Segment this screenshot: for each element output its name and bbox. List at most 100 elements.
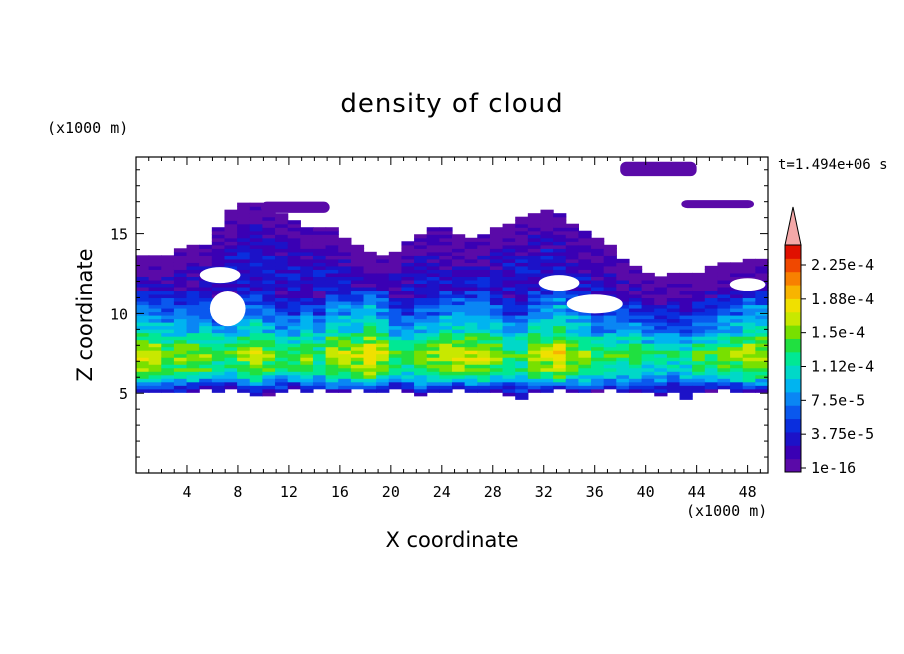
density-cell <box>249 385 263 390</box>
density-cell <box>527 381 542 386</box>
density-cell <box>565 339 579 344</box>
density-cell <box>603 315 617 320</box>
density-cell <box>489 297 504 302</box>
density-cell <box>249 336 263 341</box>
density-cell <box>287 322 301 327</box>
density-cell <box>540 234 554 239</box>
density-cell <box>186 325 200 330</box>
density-cell <box>666 283 681 288</box>
density-cell <box>237 276 251 281</box>
density-cell <box>439 251 453 256</box>
density-cell <box>363 272 377 277</box>
density-cell <box>237 381 251 386</box>
density-cell <box>502 227 516 232</box>
density-cell <box>350 346 365 351</box>
density-cell <box>173 381 188 386</box>
density-cell <box>439 371 453 376</box>
density-cell <box>363 385 377 390</box>
density-cell <box>249 213 263 218</box>
density-cell <box>199 297 213 302</box>
density-cell <box>148 322 162 327</box>
density-cell <box>414 336 428 341</box>
density-cell <box>173 385 188 390</box>
density-cell <box>755 332 769 337</box>
density-cell <box>148 293 162 299</box>
density-cell <box>515 265 529 270</box>
density-cell <box>628 332 643 337</box>
density-cell <box>540 336 554 341</box>
density-cell <box>692 276 706 281</box>
density-cell <box>704 276 719 281</box>
density-cell <box>527 374 542 379</box>
density-cell <box>414 357 428 362</box>
density-cell <box>388 286 403 292</box>
density-cell <box>527 318 542 323</box>
density-cell <box>262 332 276 337</box>
density-cell <box>224 227 238 232</box>
density-cell <box>426 269 440 274</box>
density-cell <box>515 223 529 228</box>
density-cell <box>275 283 289 288</box>
density-cell <box>730 265 744 270</box>
density-cell <box>199 343 213 348</box>
density-cell <box>363 388 377 393</box>
density-cell <box>489 248 504 253</box>
density-cell <box>578 367 592 372</box>
colorbar-swatch <box>785 365 801 380</box>
density-cell <box>717 374 731 379</box>
density-cell <box>692 381 706 386</box>
density-cell <box>262 262 276 267</box>
density-cell <box>136 276 150 281</box>
density-cell <box>376 336 390 341</box>
density-cell <box>628 318 643 323</box>
density-cell <box>414 262 428 267</box>
density-cell <box>730 332 744 337</box>
density-cell <box>300 343 314 348</box>
density-cell <box>628 283 643 288</box>
density-cell <box>704 381 719 386</box>
density-cell <box>249 325 263 330</box>
density-cell <box>755 276 769 281</box>
density-cell <box>742 350 756 355</box>
density-cell <box>350 248 365 253</box>
density-cell <box>224 350 238 355</box>
density-cell <box>464 258 478 263</box>
density-cell <box>401 325 415 330</box>
density-cell <box>603 360 617 365</box>
density-cell <box>578 265 592 270</box>
density-cell <box>527 293 542 299</box>
density-cell <box>452 325 466 330</box>
density-cell <box>275 220 289 225</box>
density-cell <box>224 346 238 351</box>
x-tick-label: 8 <box>233 483 242 501</box>
density-cell <box>704 265 719 270</box>
density-cell <box>312 325 327 330</box>
density-cell <box>401 360 415 365</box>
density-cell <box>452 244 466 249</box>
density-cell <box>426 322 440 327</box>
density-cell <box>237 297 251 302</box>
density-cell <box>275 339 289 344</box>
density-cell <box>692 371 706 376</box>
density-cell <box>136 339 150 344</box>
density-cell <box>439 343 453 348</box>
density-cell <box>477 248 491 253</box>
density-cell <box>173 329 188 334</box>
density-cell <box>376 385 390 390</box>
density-cell <box>439 248 453 253</box>
density-cell <box>477 258 491 263</box>
density-cell <box>275 276 289 281</box>
density-cell <box>199 371 213 376</box>
density-cell <box>325 262 339 267</box>
density-cell <box>553 255 567 260</box>
density-cell <box>489 304 504 309</box>
density-cell <box>363 339 377 344</box>
density-cell <box>312 343 327 348</box>
density-cell <box>565 343 579 348</box>
density-cell <box>300 364 314 369</box>
density-cell <box>376 300 390 306</box>
density-cell <box>401 300 415 306</box>
density-cell <box>275 279 289 284</box>
density-cell <box>515 230 529 235</box>
density-cell <box>211 332 226 337</box>
